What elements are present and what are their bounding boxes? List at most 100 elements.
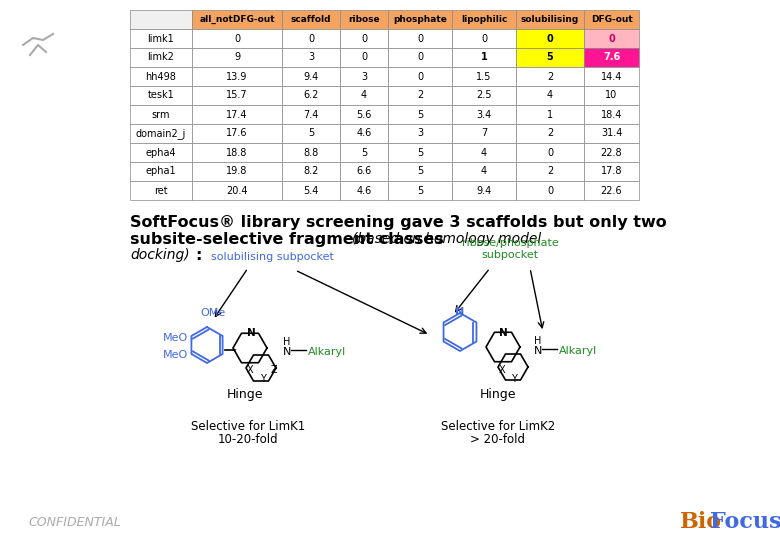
Bar bbox=[130, 67, 192, 86]
Text: hh498: hh498 bbox=[146, 71, 176, 82]
Bar bbox=[192, 162, 282, 181]
Bar bbox=[516, 162, 584, 181]
Text: 1.5: 1.5 bbox=[477, 71, 491, 82]
Bar bbox=[192, 143, 282, 162]
Text: 0: 0 bbox=[547, 186, 553, 195]
Bar bbox=[388, 105, 452, 124]
Text: Alkaryl: Alkaryl bbox=[308, 347, 346, 357]
Bar bbox=[340, 105, 388, 124]
Bar bbox=[340, 48, 388, 67]
Text: 18.4: 18.4 bbox=[601, 110, 622, 119]
Text: 9.4: 9.4 bbox=[303, 71, 318, 82]
Text: SoftFocus® library screening gave 3 scaffolds but only two: SoftFocus® library screening gave 3 scaf… bbox=[130, 215, 667, 230]
Bar bbox=[516, 67, 584, 86]
Text: N: N bbox=[283, 347, 292, 357]
Bar bbox=[388, 181, 452, 200]
Text: (based on homology model: (based on homology model bbox=[352, 232, 541, 246]
Bar bbox=[282, 105, 340, 124]
Bar bbox=[388, 10, 452, 29]
Bar bbox=[192, 124, 282, 143]
Text: 4: 4 bbox=[481, 147, 487, 158]
Text: 5: 5 bbox=[417, 110, 423, 119]
Bar bbox=[584, 181, 639, 200]
Text: limk1: limk1 bbox=[147, 33, 175, 44]
Text: ribose: ribose bbox=[348, 15, 380, 24]
Text: 0: 0 bbox=[608, 33, 615, 44]
Bar bbox=[340, 10, 388, 29]
Text: 5: 5 bbox=[417, 147, 423, 158]
Text: 18.8: 18.8 bbox=[226, 147, 248, 158]
Text: 2: 2 bbox=[547, 129, 553, 138]
Text: 6.2: 6.2 bbox=[303, 91, 319, 100]
Text: 3.4: 3.4 bbox=[477, 110, 491, 119]
Bar bbox=[130, 143, 192, 162]
Bar bbox=[340, 124, 388, 143]
Bar bbox=[516, 86, 584, 105]
Text: X: X bbox=[498, 365, 505, 375]
Bar bbox=[584, 29, 639, 48]
Bar bbox=[584, 86, 639, 105]
Text: 1: 1 bbox=[547, 110, 553, 119]
Text: 8.8: 8.8 bbox=[303, 147, 318, 158]
Text: lipophilic: lipophilic bbox=[461, 15, 507, 24]
Text: 0: 0 bbox=[417, 33, 423, 44]
Bar bbox=[130, 162, 192, 181]
Text: 4.6: 4.6 bbox=[356, 186, 371, 195]
Bar bbox=[282, 162, 340, 181]
Bar bbox=[452, 48, 516, 67]
Text: 15.7: 15.7 bbox=[226, 91, 248, 100]
Text: phosphate: phosphate bbox=[393, 15, 447, 24]
Text: solubilising: solubilising bbox=[521, 15, 579, 24]
Text: docking): docking) bbox=[130, 248, 190, 262]
Bar bbox=[452, 86, 516, 105]
Text: 14.4: 14.4 bbox=[601, 71, 622, 82]
Bar bbox=[452, 181, 516, 200]
Text: MeO: MeO bbox=[163, 333, 188, 343]
Text: 4: 4 bbox=[361, 91, 367, 100]
Bar bbox=[130, 10, 192, 29]
Bar bbox=[388, 86, 452, 105]
Bar bbox=[192, 10, 282, 29]
Text: 31.4: 31.4 bbox=[601, 129, 622, 138]
Text: srm: srm bbox=[152, 110, 170, 119]
Bar bbox=[516, 124, 584, 143]
Bar bbox=[452, 143, 516, 162]
Bar bbox=[584, 105, 639, 124]
Bar bbox=[340, 67, 388, 86]
Bar bbox=[584, 162, 639, 181]
Text: 20.4: 20.4 bbox=[226, 186, 248, 195]
Text: 3: 3 bbox=[417, 129, 423, 138]
Bar bbox=[516, 181, 584, 200]
Text: 5: 5 bbox=[361, 147, 367, 158]
Bar bbox=[452, 162, 516, 181]
Text: 10-20-fold: 10-20-fold bbox=[218, 433, 278, 446]
Text: 5: 5 bbox=[417, 186, 423, 195]
Bar bbox=[516, 29, 584, 48]
Bar bbox=[516, 143, 584, 162]
Text: 1: 1 bbox=[480, 52, 488, 63]
Bar bbox=[452, 105, 516, 124]
Text: Y: Y bbox=[260, 374, 266, 384]
Bar bbox=[192, 48, 282, 67]
Text: 3: 3 bbox=[361, 71, 367, 82]
Bar bbox=[282, 124, 340, 143]
Text: 2: 2 bbox=[547, 166, 553, 177]
Bar bbox=[584, 48, 639, 67]
Text: 0: 0 bbox=[308, 33, 314, 44]
Bar bbox=[516, 105, 584, 124]
Text: limk2: limk2 bbox=[147, 52, 175, 63]
Text: 17.4: 17.4 bbox=[226, 110, 248, 119]
Text: > 20-fold: > 20-fold bbox=[470, 433, 526, 446]
Text: domain2_j: domain2_j bbox=[136, 128, 186, 139]
Bar bbox=[452, 124, 516, 143]
Text: subsite-selective fragment classes: subsite-selective fragment classes bbox=[130, 232, 449, 247]
Text: N: N bbox=[498, 328, 507, 338]
Bar bbox=[130, 105, 192, 124]
Bar bbox=[340, 162, 388, 181]
Text: 4: 4 bbox=[547, 91, 553, 100]
Text: 9.4: 9.4 bbox=[477, 186, 491, 195]
Text: 0: 0 bbox=[417, 71, 423, 82]
Text: N: N bbox=[246, 328, 255, 338]
Text: OMe: OMe bbox=[200, 308, 225, 318]
Bar bbox=[282, 10, 340, 29]
